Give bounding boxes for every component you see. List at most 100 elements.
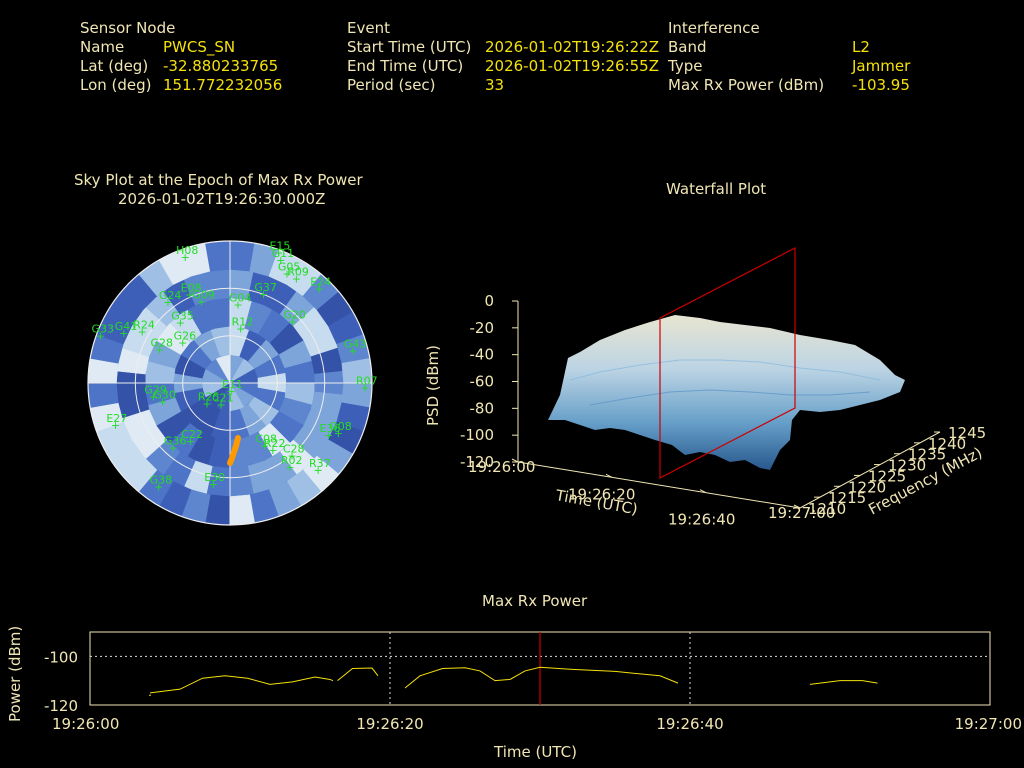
satellite-marker: + xyxy=(209,478,218,491)
satellite-marker: + xyxy=(149,391,158,404)
time-tick-label: 19:26:40 xyxy=(668,511,735,529)
satellite-e30: +E30 xyxy=(204,471,225,491)
satellite-marker: + xyxy=(285,461,294,474)
satellite-label: G30 xyxy=(153,388,176,401)
interference-band-value: L2 xyxy=(852,38,870,56)
satellite-label: R22 xyxy=(264,437,286,450)
time-tick-label: 19:26:20 xyxy=(568,485,635,503)
satellite-label: G37 xyxy=(254,281,277,294)
satellite-marker: + xyxy=(186,435,195,448)
satellite-marker: + xyxy=(292,273,301,286)
satellite-label: G20 xyxy=(283,309,306,322)
satellite-label: H08 xyxy=(176,244,198,257)
satellite-r25: +R25 xyxy=(198,390,220,410)
satellite-marker: + xyxy=(96,330,105,343)
satellite-marker: + xyxy=(274,247,283,260)
satellite-g08: +G08 xyxy=(329,420,352,440)
event-period-value: 33 xyxy=(485,76,505,94)
interference-power-value: -103.95 xyxy=(852,76,910,94)
satellite-marker: + xyxy=(176,317,185,330)
satellite-marker: + xyxy=(181,251,190,264)
power-trace xyxy=(809,680,878,685)
satellite-label: R02 xyxy=(281,454,303,467)
sky-plot-subtitle: 2026-01-02T19:26:30.000Z xyxy=(118,190,326,208)
satellite-g04: +G04 xyxy=(229,291,252,311)
satellite-label: G36 xyxy=(164,434,187,447)
max-power-epoch-plane xyxy=(659,247,796,479)
satellite-label: G41 xyxy=(115,320,138,333)
satellite-e11: +E11 xyxy=(222,378,243,398)
satellite-marker: + xyxy=(361,382,370,395)
satellite-g26: +G26 xyxy=(174,329,197,349)
power-trace xyxy=(404,666,679,689)
sky-cell xyxy=(341,358,372,384)
satellite-c22: +C22 xyxy=(181,428,203,448)
power-x-tick-label: 19:27:00 xyxy=(955,715,1022,733)
satellite-marker: + xyxy=(268,444,277,457)
satellite-marker: + xyxy=(260,440,269,453)
sensor-lon-label: Lon (deg) xyxy=(80,76,152,94)
event-period-label: Period (sec) xyxy=(347,76,436,94)
event-end-label: End Time (UTC) xyxy=(347,57,464,75)
satellite-label: G35 xyxy=(171,310,194,323)
satellite-marker: + xyxy=(282,267,291,280)
satellite-label: E36 xyxy=(320,422,341,435)
freq-tick-label: 1235 xyxy=(908,446,946,464)
sensor-lat-value: -32.880233765 xyxy=(163,57,279,75)
satellite-g24: +G24 xyxy=(159,289,182,309)
satellite-marker: + xyxy=(154,480,163,493)
power-y-tick-label: -100 xyxy=(44,648,78,666)
satellite-label: E27 xyxy=(106,412,127,425)
power-x-tick-label: 19:26:20 xyxy=(356,715,423,733)
freq-tick-label: 1240 xyxy=(928,435,966,453)
satellite-marker: + xyxy=(259,288,268,301)
sensor-lon-value: 151.772232056 xyxy=(163,76,283,94)
satellite-e36: +E36 xyxy=(320,422,341,442)
satellite-marker: + xyxy=(233,298,242,311)
satellite-h08: +H08 xyxy=(176,244,198,264)
satellite-marker: + xyxy=(158,395,167,408)
satellite-marker: + xyxy=(227,385,236,398)
psd-tick-label: -120 xyxy=(460,453,494,471)
satellite-g09: +G09 xyxy=(192,288,215,308)
satellite-label: R09 xyxy=(287,266,309,279)
power-x-tick-label: 19:26:00 xyxy=(52,715,119,733)
satellite-label: E15 xyxy=(269,240,290,253)
sensor-header: Sensor Node xyxy=(80,19,176,37)
satellite-g36: +G36 xyxy=(164,434,187,454)
satellite-label: R07 xyxy=(356,375,378,388)
satellite-marker: + xyxy=(314,464,323,477)
sky-cell xyxy=(205,241,231,272)
satellite-r12: +R12 xyxy=(232,316,254,336)
satellite-label: G04 xyxy=(229,291,252,304)
interference-band-label: Band xyxy=(668,38,707,56)
satellite-label: E11 xyxy=(222,378,243,391)
interference-type-value: Jammer xyxy=(852,57,911,75)
satellite-label: G11 xyxy=(272,247,295,260)
satellite-marker: + xyxy=(334,427,343,440)
satellite-g29: +G29 xyxy=(144,384,167,404)
power-x-label: Time (UTC) xyxy=(493,743,577,761)
sky-cell xyxy=(88,382,119,408)
satellite-g37: +G37 xyxy=(254,281,277,301)
time-tick xyxy=(699,489,707,494)
satellite-g33: +G33 xyxy=(92,323,115,343)
event-start-value: 2026-01-02T19:26:22Z xyxy=(485,38,659,56)
satellite-marker: + xyxy=(236,323,245,336)
psd-axis-label: PSD (dBm) xyxy=(424,345,442,426)
interference-power-label: Max Rx Power (dBm) xyxy=(668,76,825,94)
satellite-r22: +R22 xyxy=(264,437,286,457)
satellite-e24: +E24 xyxy=(310,275,331,295)
satellite-e08: +E08 xyxy=(181,281,202,301)
freq-tick-label: 1245 xyxy=(948,424,986,442)
satellite-label: G05 xyxy=(278,260,301,273)
satellite-label: G43 xyxy=(344,337,367,350)
event-end-value: 2026-01-02T19:26:55Z xyxy=(485,57,659,75)
satellite-g38: +G38 xyxy=(150,473,173,493)
satellite-label: G26 xyxy=(174,329,197,342)
sky-plot-title: Sky Plot at the Epoch of Max Rx Power xyxy=(74,171,363,189)
interference-header: Interference xyxy=(668,19,760,37)
time-tick xyxy=(511,458,519,463)
